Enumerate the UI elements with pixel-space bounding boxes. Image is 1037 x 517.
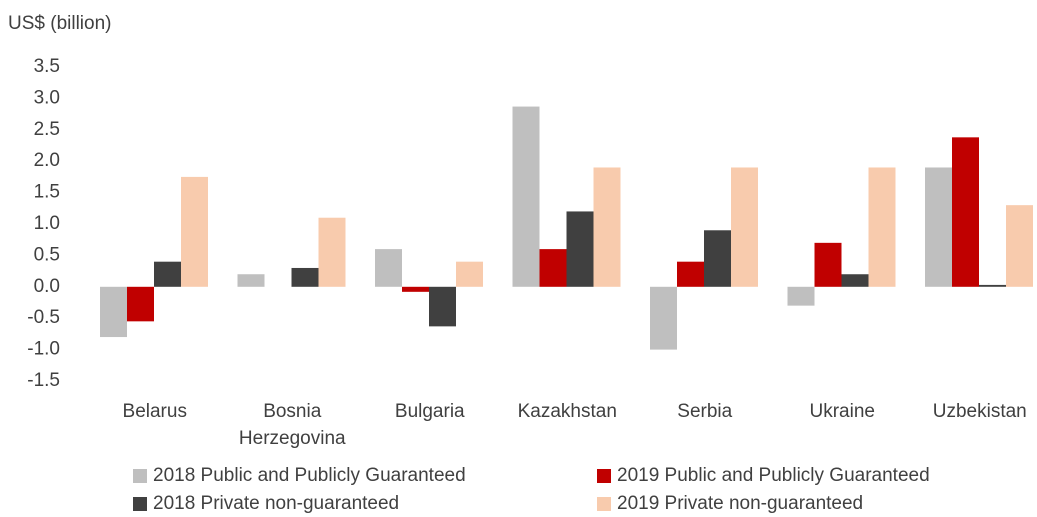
y-tick-label: 3.0 <box>34 87 60 108</box>
x-tick-label: Belarus <box>123 401 187 422</box>
y-tick-label: 1.0 <box>34 213 60 234</box>
bar <box>375 249 402 287</box>
bar <box>291 267 319 287</box>
bar <box>677 261 704 287</box>
y-tick-label: 2.0 <box>34 150 60 171</box>
legend-swatch <box>597 497 611 511</box>
bar <box>787 286 815 306</box>
bar <box>979 284 1006 287</box>
x-tick-label: Uzbekistan <box>933 401 1027 422</box>
bar <box>512 106 540 287</box>
bar <box>566 211 594 287</box>
x-tick-label: Bulgaria <box>395 401 465 422</box>
y-tick-label: -1.5 <box>27 370 60 391</box>
bar <box>593 167 621 287</box>
y-tick-label: -1.0 <box>27 339 60 360</box>
legend-label: 2019 Private non-guaranteed <box>617 493 863 514</box>
bar <box>952 137 979 287</box>
bar <box>704 230 731 287</box>
bar <box>127 286 154 322</box>
legend-label: 2018 Private non-guaranteed <box>153 493 399 514</box>
y-tick-label: -0.5 <box>27 307 60 328</box>
bar <box>925 167 952 287</box>
legend-swatch <box>133 469 147 483</box>
y-tick-label: 0.5 <box>34 244 60 265</box>
y-tick-label: 3.5 <box>34 56 60 77</box>
x-tick-label: Bosnia Herzegovina <box>239 401 346 449</box>
x-tick-label: Serbia <box>677 401 732 422</box>
bar <box>650 286 677 350</box>
bar <box>318 217 346 287</box>
y-tick-label: 2.5 <box>34 119 60 140</box>
bar <box>429 286 456 327</box>
legend-label: 2018 Public and Publicly Guaranteed <box>153 465 466 486</box>
bar <box>868 167 896 287</box>
y-tick-label: 0.0 <box>34 276 60 297</box>
bar <box>154 261 181 287</box>
bar <box>731 167 758 287</box>
bar <box>456 261 483 287</box>
y-tick-label: 1.5 <box>34 182 60 203</box>
bar <box>539 249 567 287</box>
bar <box>402 286 429 292</box>
legend-label: 2019 Public and Publicly Guaranteed <box>617 465 930 486</box>
bar <box>1006 205 1033 287</box>
bar <box>841 274 869 287</box>
legend-swatch <box>133 497 147 511</box>
x-tick-label: Kazakhstan <box>518 401 617 422</box>
bar <box>181 176 208 287</box>
bar <box>100 286 127 338</box>
y-axis-label: US$ (billion) <box>8 13 111 34</box>
bar <box>237 274 265 287</box>
bar <box>814 242 842 287</box>
legend-swatch <box>597 469 611 483</box>
x-tick-label: Ukraine <box>810 401 875 422</box>
